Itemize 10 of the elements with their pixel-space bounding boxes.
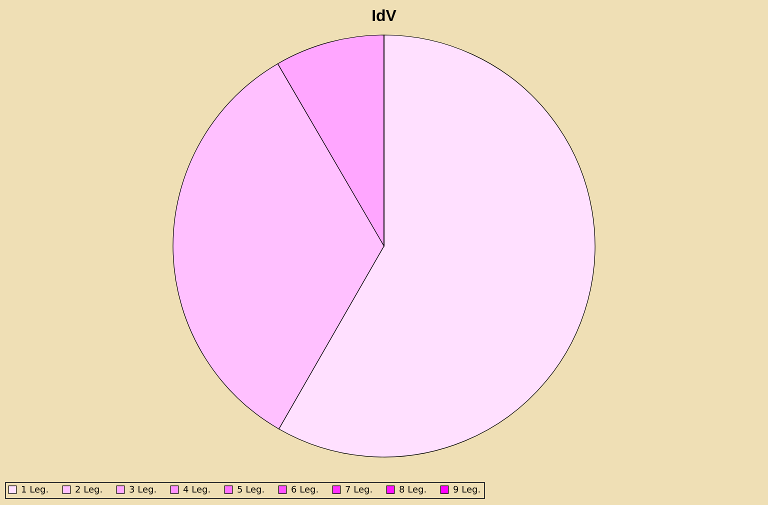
legend-label: 8 Leg. [399,486,427,496]
legend-label: 4 Leg. [183,486,211,496]
legend-label: 2 Leg. [75,486,103,496]
legend-label: 1 Leg. [21,486,49,496]
legend-label: 3 Leg. [129,486,157,496]
legend-label: 5 Leg. [237,486,265,496]
legend-label: 6 Leg. [291,486,319,496]
legend-label: 9 Leg. [453,486,481,496]
legend-label: 7 Leg. [345,486,373,496]
chart-title: IdV [372,8,397,25]
